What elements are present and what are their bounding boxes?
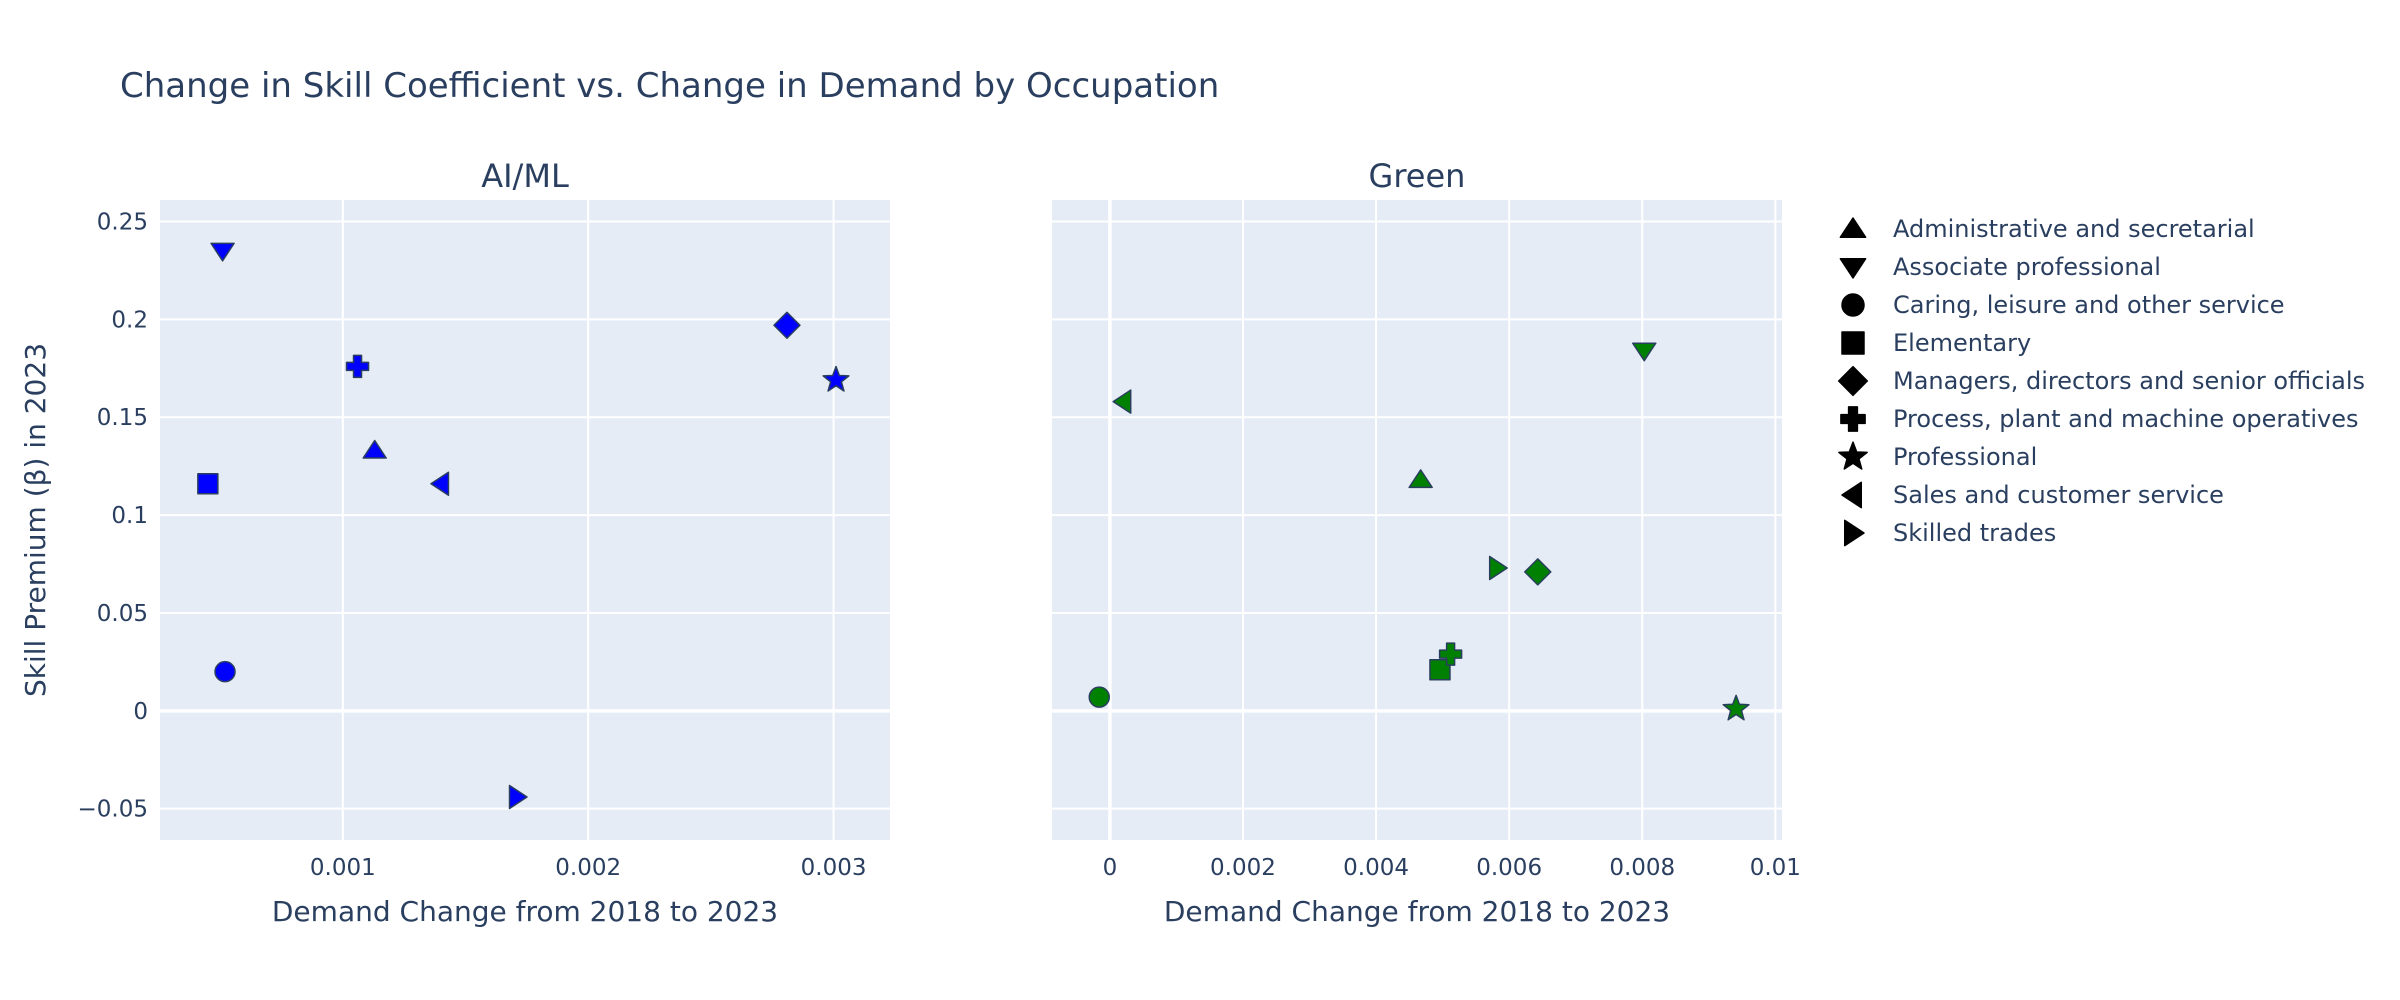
legend-label: Sales and customer service [1893, 481, 2224, 509]
green-point-professional [1722, 694, 1750, 721]
legend-label: Elementary [1893, 329, 2031, 357]
green-point-process-plant-and-machine-operatives [1438, 642, 1463, 666]
panel-ai-ml-subtitle: AI/ML [481, 157, 569, 195]
legend-item-skilled-trades[interactable]: Skilled trades [1844, 519, 2057, 547]
green-point-skilled-trades [1488, 555, 1508, 581]
green-point-associate-professional [1632, 342, 1657, 362]
ai-ml-x-tick-label: 0.002 [555, 855, 621, 881]
green-point-managers-directors-and-senior-officials [1524, 558, 1552, 586]
ai-ml-point-process-plant-and-machine-operatives [345, 354, 370, 379]
panel-ai-ml-x-ticks: 0.001 0.002 0.003 [310, 855, 867, 881]
panel-ai-ml-points [197, 242, 850, 810]
triangle-down-legend-marker [1839, 258, 1867, 279]
panel-green-x-axis-title: Demand Change from 2018 to 2023 [1164, 895, 1670, 928]
triangle-left-legend-marker [1841, 481, 1862, 509]
circle-legend-marker [1841, 293, 1865, 317]
panel-ai-ml-grid [160, 200, 890, 840]
legend-label: Managers, directors and senior officials [1893, 367, 2365, 395]
y-tick-label: 0.05 [97, 601, 148, 627]
legend-item-administrative-and-secretarial[interactable]: Administrative and secretarial [1839, 215, 2255, 243]
panel-ai-ml-x-axis-title: Demand Change from 2018 to 2023 [272, 895, 778, 928]
legend-label: Professional [1893, 443, 2037, 471]
panel-ai-ml-plot-area [160, 200, 890, 840]
legend-item-managers-directors-and-senior-officials[interactable]: Managers, directors and senior officials [1837, 365, 2365, 397]
panel-ai-ml-y-ticks: −0.05 0 0.05 0.1 0.15 0.2 0.25 [78, 210, 148, 823]
y-tick-label: 0.15 [97, 405, 148, 431]
ai-ml-point-skilled-trades [508, 784, 528, 810]
cross-legend-marker [1840, 406, 1866, 432]
y-tick-label: 0.1 [111, 503, 148, 529]
y-tick-label: 0 [133, 699, 148, 725]
triangle-up-legend-marker [1839, 217, 1867, 238]
ai-ml-point-caring-leisure-and-other-service [214, 660, 236, 683]
green-x-tick-label: 0 [1103, 855, 1118, 881]
ai-ml-point-professional [822, 365, 850, 392]
ai-ml-point-sales-and-customer-service [430, 471, 450, 497]
ai-ml-point-associate-professional [210, 242, 235, 262]
ai-ml-point-elementary [197, 473, 219, 495]
legend-item-associate-professional[interactable]: Associate professional [1839, 253, 2161, 281]
ai-ml-point-managers-directors-and-senior-officials [773, 311, 801, 340]
panel-green-points [1088, 342, 1750, 721]
legend-label: Skilled trades [1893, 519, 2056, 547]
legend: Administrative and secretarial Associate … [1837, 215, 2365, 547]
legend-label: Caring, leisure and other service [1893, 291, 2285, 319]
panel-green-grid [1052, 200, 1782, 840]
ai-ml-x-tick-label: 0.003 [801, 855, 867, 881]
green-x-tick-label: 0.01 [1750, 855, 1801, 881]
green-x-tick-label: 0.004 [1343, 855, 1409, 881]
panel-green-subtitle: Green [1369, 157, 1466, 195]
green-point-caring-leisure-and-other-service [1088, 686, 1110, 708]
green-point-sales-and-customer-service [1112, 389, 1132, 414]
ai-ml-point-administrative-and-secretarial [362, 439, 387, 459]
legend-label: Associate professional [1893, 253, 2161, 281]
y-tick-label: 0.25 [97, 210, 148, 236]
green-x-tick-label: 0.006 [1476, 855, 1542, 881]
y-axis-title: Skill Premium (β) in 2023 [19, 343, 52, 697]
star-legend-marker [1838, 441, 1868, 470]
legend-item-caring-leisure-and-other-service[interactable]: Caring, leisure and other service [1841, 291, 2285, 319]
diamond-legend-marker [1837, 365, 1869, 397]
panel-green-plot-area [1052, 200, 1782, 840]
panel-green-x-ticks: 0 0.002 0.004 0.006 0.008 0.01 [1103, 855, 1801, 881]
green-x-tick-label: 0.008 [1609, 855, 1675, 881]
triangle-right-legend-marker [1844, 519, 1865, 547]
green-x-tick-label: 0.002 [1210, 855, 1276, 881]
legend-item-professional[interactable]: Professional [1838, 441, 2037, 471]
green-point-administrative-and-secretarial [1408, 469, 1433, 489]
green-point-elementary [1429, 658, 1451, 681]
legend-label: Process, plant and machine operatives [1893, 405, 2359, 433]
y-tick-label: −0.05 [78, 797, 148, 823]
legend-item-sales-and-customer-service[interactable]: Sales and customer service [1841, 481, 2224, 509]
legend-item-process-plant-and-machine-operatives[interactable]: Process, plant and machine operatives [1840, 405, 2359, 433]
panel-ai-ml: 0.001 0.002 0.003 −0.05 0 0.05 0.1 0.15 0.2 0.25… [19, 157, 890, 928]
ai-ml-x-tick-label: 0.001 [310, 855, 376, 881]
square-legend-marker [1841, 331, 1865, 355]
legend-label: Administrative and secretarial [1893, 215, 2255, 243]
y-tick-label: 0.2 [111, 307, 148, 333]
chart-title: Change in Skill Coefficient vs. Change i… [120, 66, 1219, 106]
legend-item-elementary[interactable]: Elementary [1841, 329, 2031, 357]
panel-green: 0 0.002 0.004 0.006 0.008 0.01 Green Demand C… [1052, 157, 1801, 928]
